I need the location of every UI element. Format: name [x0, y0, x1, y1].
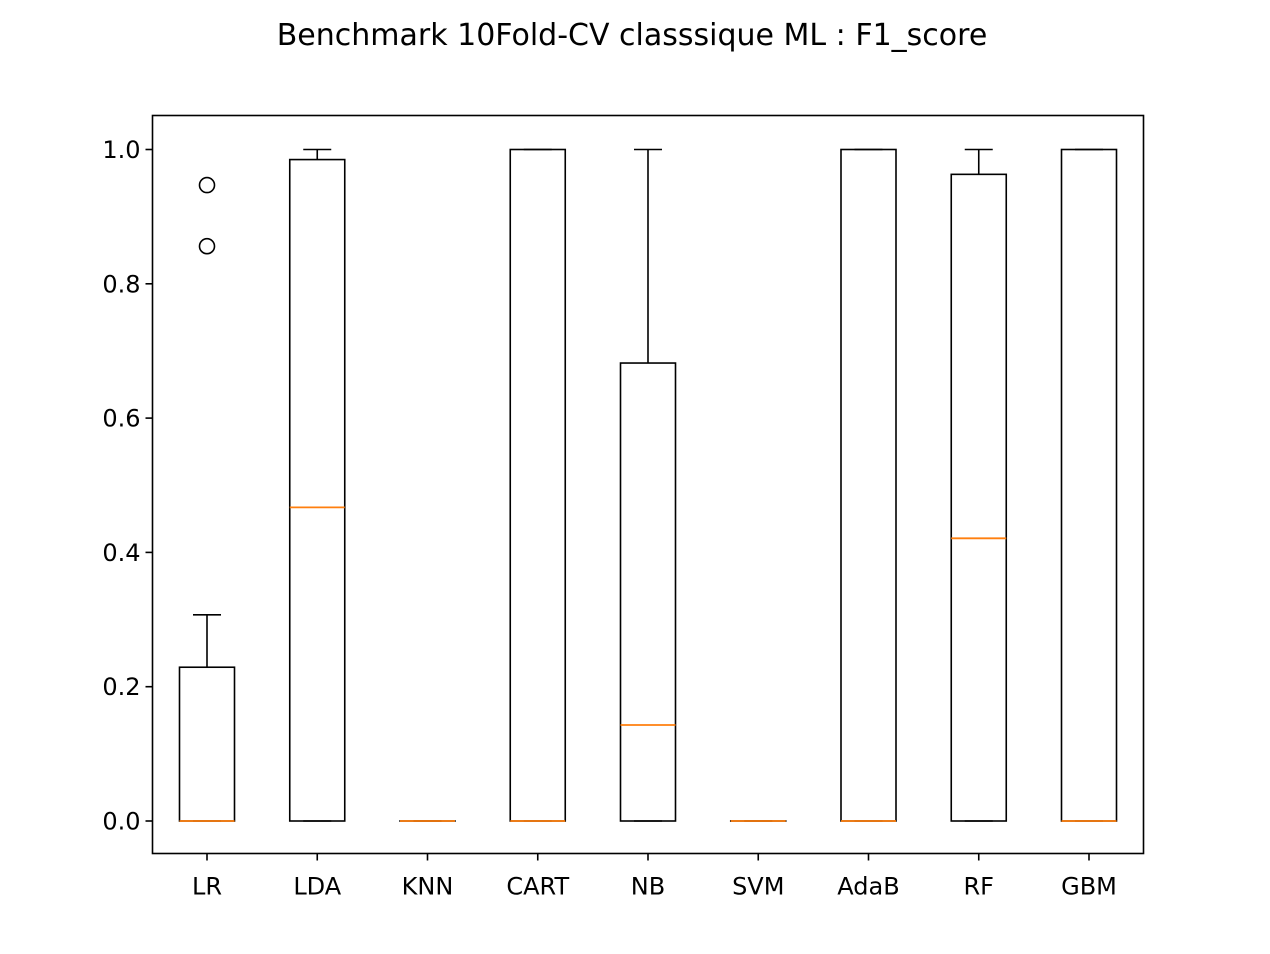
box-gbm [1060, 148, 1118, 822]
y-tick-label: 0.6 [102, 405, 140, 433]
x-tick-label: NB [631, 873, 665, 901]
x-tick-label: LDA [293, 873, 341, 901]
y-tick-label: 1.0 [102, 136, 140, 164]
x-tick-label: AdaB [837, 873, 899, 901]
box-lda [288, 158, 346, 822]
box-cart [509, 148, 567, 822]
x-tick-label: SVM [732, 873, 784, 901]
box-lr [178, 666, 236, 822]
chart-title: Benchmark 10Fold-CV classsique ML : F1_s… [277, 18, 988, 53]
x-tick-label: LR [192, 873, 222, 901]
y-tick-label: 0.4 [102, 539, 140, 567]
outlier-point [198, 176, 216, 194]
y-tick-label: 0.8 [102, 270, 140, 298]
plot-area: 0.0 0.2 0.4 0.6 0.8 1.0 LR LDA KNN CART NB SVM AdaB R… [102, 136, 1118, 901]
x-tick-label: CART [506, 873, 569, 901]
box-rf [950, 173, 1008, 822]
box-adab [840, 148, 897, 822]
outlier-point [198, 237, 216, 255]
axes-frame [151, 114, 1145, 855]
y-tick-label: 0.0 [102, 808, 140, 836]
x-tick-label: GBM [1061, 873, 1117, 901]
box-nb [619, 362, 677, 822]
x-tick-label: RF [964, 873, 994, 901]
x-tick-label: KNN [402, 873, 454, 901]
y-tick-label: 0.2 [102, 673, 140, 701]
